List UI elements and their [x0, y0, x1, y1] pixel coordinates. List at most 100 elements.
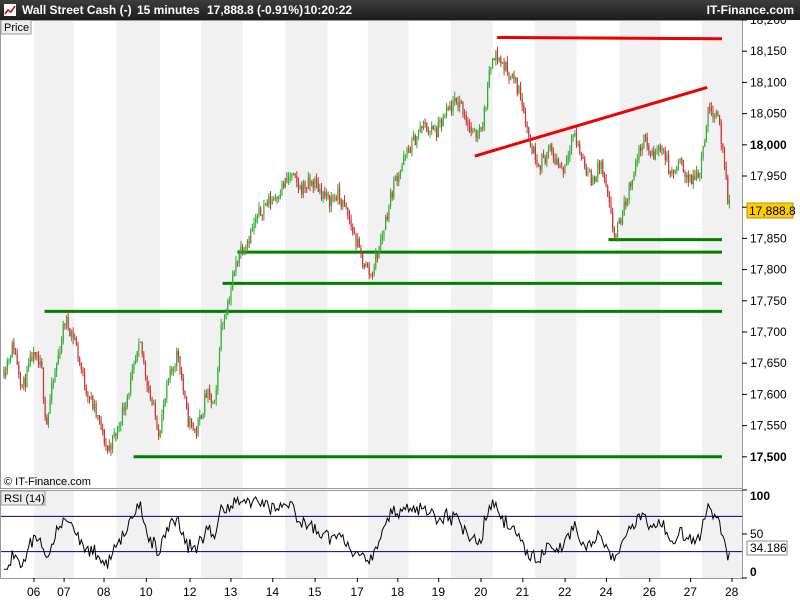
price-panel-label-box — [0, 19, 32, 35]
candle-body — [337, 188, 339, 200]
candle-body — [309, 177, 311, 186]
candle-body — [452, 101, 454, 112]
candle-body — [286, 178, 288, 181]
candle-body — [386, 216, 388, 220]
candle-body — [167, 379, 170, 384]
candle-body — [360, 247, 362, 254]
candle-body — [348, 215, 351, 220]
candle-body — [241, 246, 244, 254]
price-tick-label: 18,100 — [750, 75, 787, 89]
candle-body — [59, 352, 61, 355]
candle-body — [161, 415, 163, 433]
candle-body — [432, 125, 434, 129]
candle-body — [399, 170, 402, 176]
candle-body — [14, 350, 17, 354]
candle-body — [324, 191, 326, 197]
candle-body — [447, 107, 449, 110]
candle-body — [658, 146, 660, 152]
candle-body — [707, 106, 709, 127]
candle-body — [613, 228, 615, 235]
candle-body — [269, 195, 272, 204]
candle-body — [710, 107, 712, 112]
candle-body — [538, 164, 540, 166]
candle-body — [192, 422, 194, 429]
candle-body — [204, 393, 206, 413]
candle-body — [111, 435, 114, 450]
candle-body — [638, 146, 640, 161]
timeframe: 15 minutes — [137, 3, 200, 17]
candle-body — [470, 126, 472, 132]
candle-body — [85, 388, 87, 395]
candle-body — [574, 133, 576, 136]
candle-body — [406, 148, 408, 155]
candle-body — [413, 135, 415, 140]
candle-body — [630, 183, 632, 187]
candle-body — [279, 194, 281, 199]
candle-body — [659, 146, 661, 149]
candle-body — [424, 122, 426, 124]
candle-body — [33, 352, 35, 362]
candle-body — [245, 247, 247, 250]
candle-body — [437, 122, 439, 137]
candle-body — [605, 178, 607, 187]
candle-body — [401, 164, 403, 171]
candle-body — [209, 389, 211, 395]
candle-body — [488, 70, 490, 86]
candle-body — [500, 58, 502, 64]
candle-body — [590, 170, 592, 186]
candle-body — [77, 344, 79, 359]
candle-body — [23, 378, 25, 385]
rsi-panel-label: RSI (14) — [4, 493, 45, 505]
candle-body — [631, 179, 633, 187]
candle-body — [246, 241, 249, 248]
candle-body — [434, 128, 436, 130]
candle-body — [181, 371, 183, 379]
candle-body — [345, 204, 347, 208]
candle-body — [436, 128, 438, 137]
candle-body — [26, 367, 28, 387]
x-tick-label: 15 — [308, 585, 322, 599]
candle-body — [666, 154, 668, 161]
candle-body — [464, 114, 466, 117]
x-tick-label: 27 — [684, 585, 698, 599]
candle-body — [687, 174, 689, 182]
candle-body — [166, 383, 168, 399]
candle-body — [102, 429, 104, 431]
candle-body — [139, 341, 142, 343]
candle-body — [467, 121, 469, 126]
candle-body — [561, 167, 563, 169]
candle-body — [353, 233, 355, 235]
candle-body — [228, 300, 230, 302]
candle-body — [29, 355, 31, 365]
candle-body — [172, 368, 175, 372]
price-tick-label: 17,800 — [750, 263, 787, 277]
candle-body — [531, 145, 533, 154]
candle-body — [6, 360, 8, 372]
candle-body — [455, 97, 457, 103]
candle-body — [84, 372, 86, 389]
candle-body — [635, 161, 637, 172]
candle-body — [273, 198, 275, 200]
day-band — [285, 490, 328, 578]
candle-body — [126, 396, 128, 407]
candle-body — [592, 176, 594, 186]
candle-body — [92, 396, 94, 409]
candle-body — [653, 150, 655, 160]
candle-body — [235, 261, 237, 272]
candle-body — [589, 170, 591, 173]
candle-body — [408, 148, 410, 150]
last-rsi-label: 34.186 — [750, 541, 787, 555]
candle-body — [394, 176, 397, 180]
candle-body — [676, 166, 678, 171]
candle-body — [314, 178, 316, 188]
candle-body — [644, 134, 647, 138]
candle-body — [567, 156, 569, 160]
candle-body — [526, 124, 528, 128]
day-band — [535, 20, 577, 488]
day-band — [367, 20, 409, 488]
candle-body — [350, 219, 352, 227]
candle-body — [549, 144, 551, 150]
candle-body — [518, 85, 520, 94]
price-tick-label: 17,600 — [750, 387, 787, 401]
